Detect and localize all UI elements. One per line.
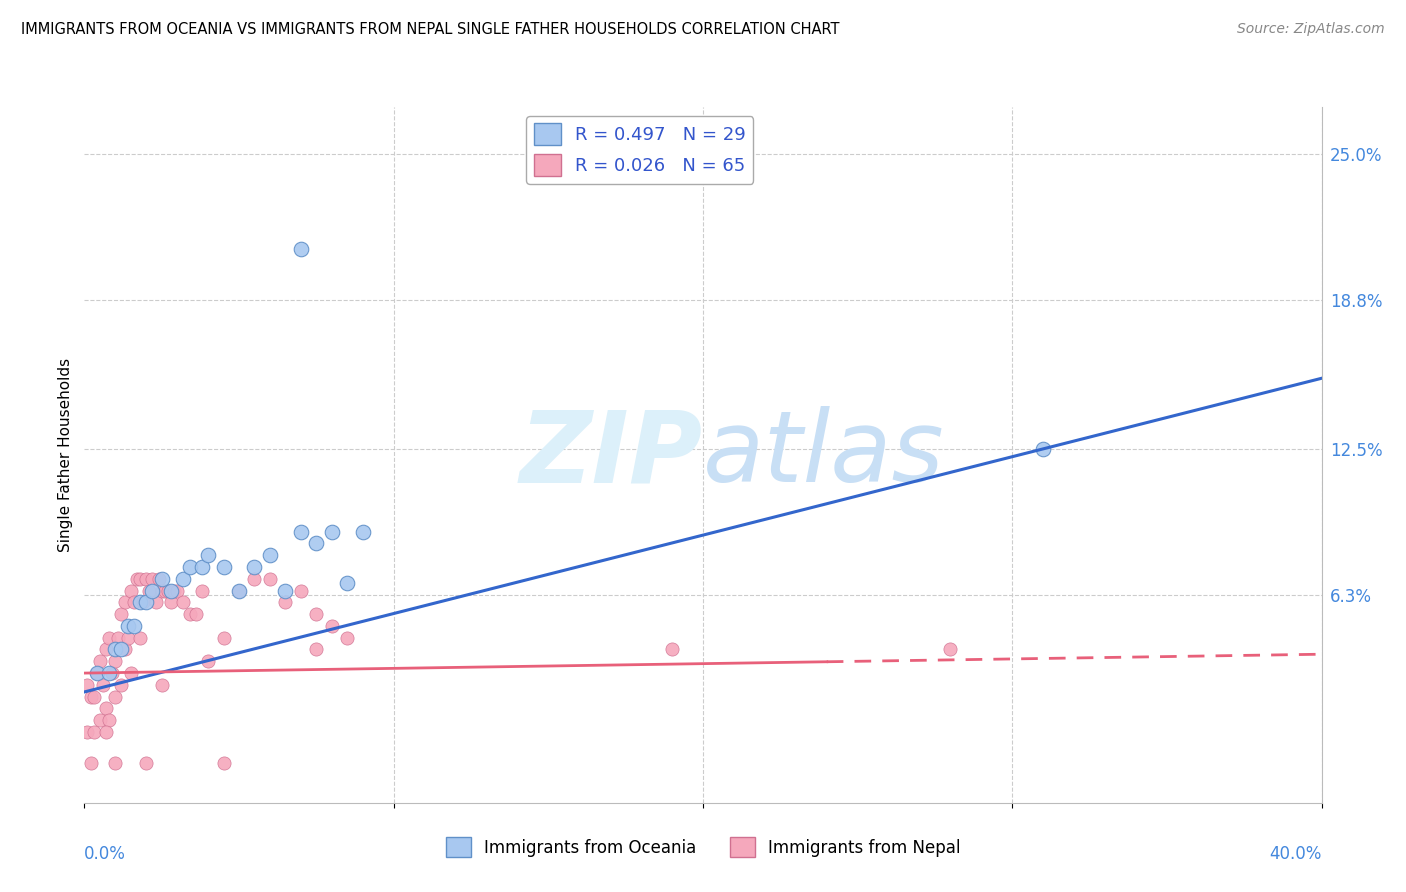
Point bbox=[110, 642, 132, 657]
Point bbox=[179, 607, 201, 621]
Point bbox=[160, 595, 183, 609]
Point bbox=[98, 631, 121, 645]
Point bbox=[191, 583, 214, 598]
Point bbox=[129, 572, 152, 586]
Point bbox=[86, 666, 108, 681]
Point bbox=[114, 595, 136, 609]
Point bbox=[98, 666, 121, 681]
Point bbox=[321, 619, 343, 633]
Point bbox=[197, 654, 219, 668]
Y-axis label: Single Father Households: Single Father Households bbox=[58, 358, 73, 552]
Point bbox=[104, 756, 127, 770]
Point bbox=[138, 583, 160, 598]
Point bbox=[939, 642, 962, 657]
Point bbox=[117, 619, 139, 633]
Point bbox=[91, 678, 114, 692]
Point bbox=[120, 666, 142, 681]
Point bbox=[352, 524, 374, 539]
Point bbox=[94, 642, 117, 657]
Point bbox=[305, 642, 328, 657]
Point bbox=[125, 572, 148, 586]
Point bbox=[104, 642, 127, 657]
Point bbox=[83, 725, 105, 739]
Legend: Immigrants from Oceania, Immigrants from Nepal: Immigrants from Oceania, Immigrants from… bbox=[439, 830, 967, 864]
Point bbox=[132, 595, 155, 609]
Point bbox=[104, 690, 127, 704]
Text: atlas: atlas bbox=[703, 407, 945, 503]
Point bbox=[321, 524, 343, 539]
Point bbox=[305, 536, 328, 550]
Point bbox=[110, 607, 132, 621]
Point bbox=[98, 713, 121, 727]
Text: ZIP: ZIP bbox=[520, 407, 703, 503]
Point bbox=[89, 713, 111, 727]
Point bbox=[153, 583, 176, 598]
Text: 40.0%: 40.0% bbox=[1270, 845, 1322, 863]
Point bbox=[141, 583, 163, 598]
Point bbox=[172, 572, 194, 586]
Point bbox=[160, 583, 183, 598]
Point bbox=[274, 583, 297, 598]
Text: Source: ZipAtlas.com: Source: ZipAtlas.com bbox=[1237, 22, 1385, 37]
Point bbox=[101, 666, 124, 681]
Point bbox=[290, 242, 312, 256]
Point bbox=[94, 701, 117, 715]
Point bbox=[184, 607, 207, 621]
Point bbox=[148, 572, 170, 586]
Point bbox=[150, 583, 173, 598]
Point bbox=[86, 666, 108, 681]
Point bbox=[76, 678, 98, 692]
Point bbox=[79, 690, 101, 704]
Point bbox=[110, 678, 132, 692]
Point bbox=[135, 756, 157, 770]
Point bbox=[197, 548, 219, 562]
Point bbox=[122, 619, 145, 633]
Point bbox=[150, 678, 173, 692]
Point bbox=[228, 583, 250, 598]
Point bbox=[259, 548, 281, 562]
Point bbox=[83, 690, 105, 704]
Text: IMMIGRANTS FROM OCEANIA VS IMMIGRANTS FROM NEPAL SINGLE FATHER HOUSEHOLDS CORREL: IMMIGRANTS FROM OCEANIA VS IMMIGRANTS FR… bbox=[21, 22, 839, 37]
Point bbox=[135, 572, 157, 586]
Point bbox=[79, 756, 101, 770]
Point bbox=[212, 756, 235, 770]
Point bbox=[336, 631, 359, 645]
Point bbox=[274, 595, 297, 609]
Point bbox=[179, 560, 201, 574]
Point bbox=[212, 631, 235, 645]
Point bbox=[120, 583, 142, 598]
Point bbox=[305, 607, 328, 621]
Point bbox=[107, 631, 129, 645]
Point bbox=[243, 560, 266, 574]
Point bbox=[243, 572, 266, 586]
Point bbox=[141, 572, 163, 586]
Point bbox=[290, 524, 312, 539]
Point bbox=[1032, 442, 1054, 456]
Point bbox=[336, 576, 359, 591]
Point bbox=[89, 654, 111, 668]
Point bbox=[156, 583, 179, 598]
Point bbox=[114, 642, 136, 657]
Point bbox=[94, 725, 117, 739]
Point bbox=[122, 595, 145, 609]
Point bbox=[212, 560, 235, 574]
Point bbox=[191, 560, 214, 574]
Text: 0.0%: 0.0% bbox=[84, 845, 127, 863]
Point bbox=[129, 631, 152, 645]
Point bbox=[166, 583, 188, 598]
Point bbox=[290, 583, 312, 598]
Point bbox=[135, 595, 157, 609]
Point bbox=[129, 595, 152, 609]
Point bbox=[259, 572, 281, 586]
Point bbox=[172, 595, 194, 609]
Point bbox=[76, 725, 98, 739]
Point bbox=[661, 642, 683, 657]
Point bbox=[163, 583, 186, 598]
Point bbox=[145, 595, 167, 609]
Point bbox=[104, 654, 127, 668]
Point bbox=[150, 572, 173, 586]
Point bbox=[117, 631, 139, 645]
Point bbox=[228, 583, 250, 598]
